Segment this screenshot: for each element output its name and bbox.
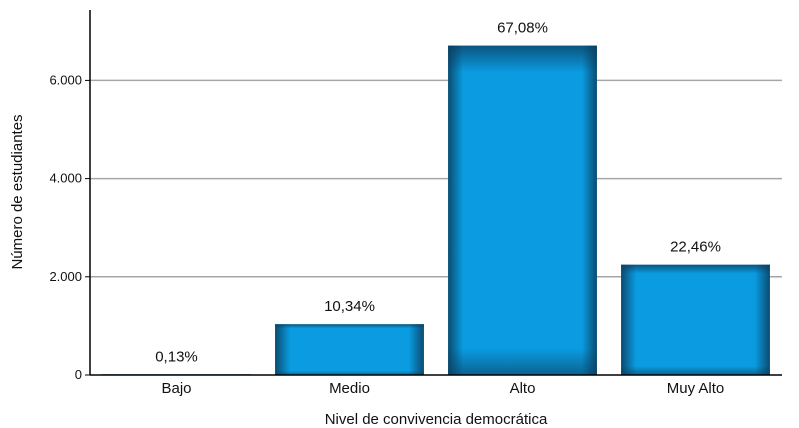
- bar-alto: [448, 45, 597, 375]
- y-tick-label: 4.000: [49, 171, 82, 186]
- bar-muy-alto: [621, 264, 770, 375]
- y-tick-label: 2.000: [49, 269, 82, 284]
- y-tick-label: 6.000: [49, 72, 82, 87]
- data-label: 10,34%: [324, 298, 375, 315]
- y-tick-label: 0: [75, 367, 82, 382]
- bars: [102, 45, 770, 376]
- bar-medio: [275, 324, 424, 375]
- data-label: 0,13%: [155, 348, 198, 365]
- x-tick-label: Alto: [510, 380, 536, 397]
- data-label: 67,08%: [497, 20, 548, 37]
- x-tick-label: Bajo: [161, 380, 191, 397]
- bar-shade-v: [621, 264, 770, 375]
- x-tick-label: Muy Alto: [667, 380, 725, 397]
- data-label: 22,46%: [670, 239, 721, 256]
- x-tick-labels: Bajo Medio Alto Muy Alto: [161, 380, 724, 397]
- axes: [89, 10, 782, 376]
- data-labels: 0,13% 10,34% 67,08% 22,46%: [155, 20, 721, 366]
- y-tick-labels: 0 2.000 4.000 6.000: [49, 72, 90, 382]
- bar-shade-v: [275, 324, 424, 375]
- y-axis-title: Número de estudiantes: [9, 114, 26, 269]
- bar-shade-v: [448, 45, 597, 375]
- x-axis-title: Nivel de convivencia democrática: [325, 411, 548, 428]
- x-tick-label: Medio: [329, 380, 370, 397]
